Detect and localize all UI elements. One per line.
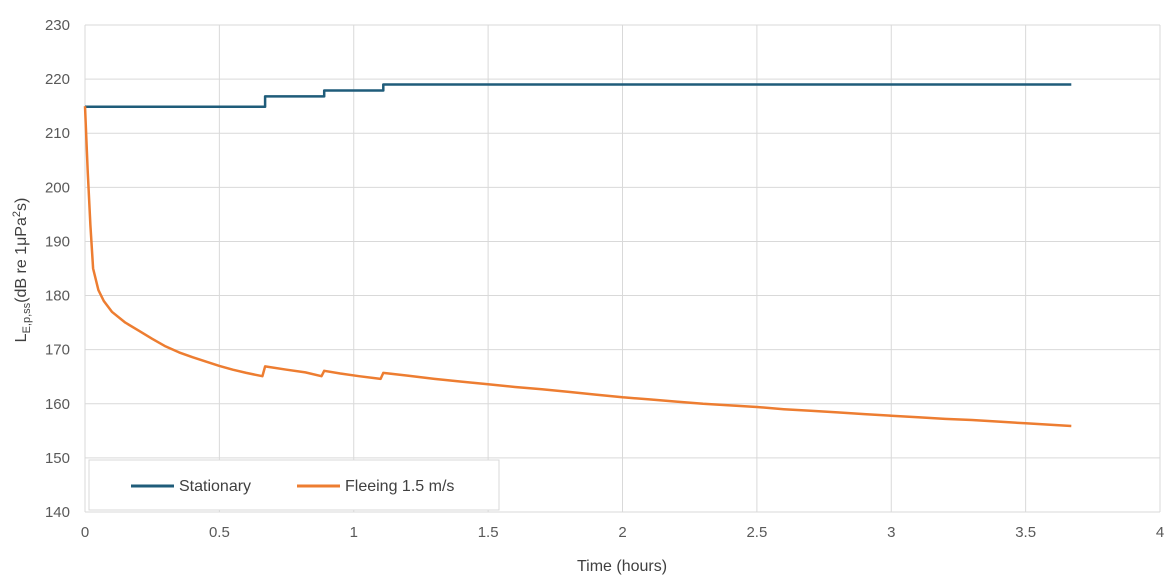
gridlines bbox=[84, 24, 1161, 513]
x-axis-ticks: 0 0.5 1 1.5 2 2.5 3 3.5 4 bbox=[81, 524, 1164, 541]
x-tick-label: 0.5 bbox=[209, 524, 230, 541]
x-tick-label: 2.5 bbox=[746, 524, 767, 541]
x-tick-label: 3.5 bbox=[1015, 524, 1036, 541]
legend-label-fleeing: Fleeing 1.5 m/s bbox=[345, 478, 454, 495]
y-axis-ticks: 140 150 160 170 180 190 200 210 220 230 bbox=[45, 17, 70, 521]
y-tick-label: 170 bbox=[45, 342, 70, 359]
legend: Stationary Fleeing 1.5 m/s bbox=[88, 459, 500, 511]
y-tick-label: 200 bbox=[45, 179, 70, 196]
x-tick-label: 2 bbox=[618, 524, 626, 541]
y-tick-label: 160 bbox=[45, 396, 70, 413]
series-layer bbox=[83, 83, 1072, 428]
x-axis-title: Time (hours) bbox=[577, 558, 667, 575]
y-tick-label: 150 bbox=[45, 450, 70, 467]
y-tick-label: 190 bbox=[45, 233, 70, 250]
series-line-fleeing-1-5-m-s bbox=[83, 106, 1072, 428]
x-tick-label: 1 bbox=[350, 524, 358, 541]
x-tick-label: 0 bbox=[81, 524, 89, 541]
y-tick-label: 140 bbox=[45, 504, 70, 521]
y-axis-title: LE,p,ss(dB re 1μPa2s) bbox=[11, 198, 33, 343]
x-tick-label: 1.5 bbox=[478, 524, 499, 541]
y-tick-label: 230 bbox=[45, 17, 70, 34]
y-tick-label: 180 bbox=[45, 288, 70, 305]
y-tick-label: 210 bbox=[45, 125, 70, 142]
series-line-stationary bbox=[85, 83, 1072, 108]
x-tick-label: 3 bbox=[887, 524, 895, 541]
x-tick-label: 4 bbox=[1156, 524, 1164, 541]
legend-label-stationary: Stationary bbox=[179, 478, 251, 495]
y-tick-label: 220 bbox=[45, 71, 70, 88]
